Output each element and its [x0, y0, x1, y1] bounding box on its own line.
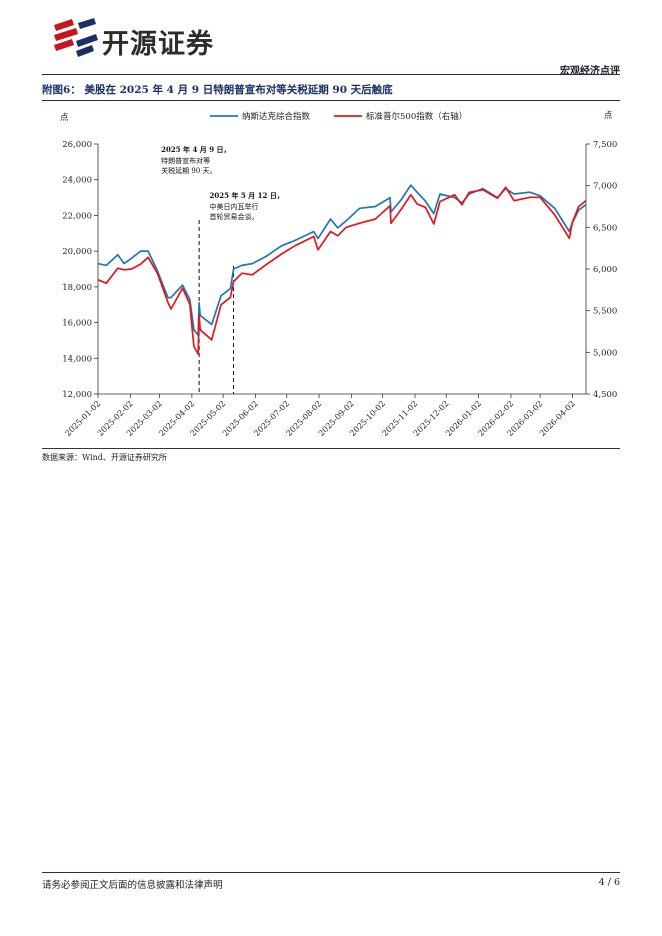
right-tick-label: 5,000	[593, 348, 617, 358]
left-tick-label: 14,000	[62, 354, 92, 364]
source-note: 数据来源：Wind、开源证券研究所	[42, 453, 167, 462]
right-tick-label: 7,000	[593, 182, 617, 192]
page-number: 4 / 6	[598, 877, 620, 888]
left-tick-label: 24,000	[62, 176, 92, 186]
left-tick-label: 12,000	[62, 390, 92, 400]
left-axis-unit: 点	[60, 113, 69, 123]
right-tick-label: 5,500	[593, 307, 617, 317]
right-tick-label: 4,500	[593, 390, 617, 400]
sp500-series-line	[97, 186, 587, 355]
source-rule	[42, 448, 620, 449]
footer-rule	[42, 872, 620, 873]
brand-logo	[52, 17, 252, 59]
figure-caption: 附图6： 美股在 2025 年 4 月 9 日特朗普宣布对等关税延期 90 天后…	[42, 84, 393, 96]
caption-rule	[42, 100, 620, 101]
annotation-title: 2025 年 5 月 12 日，	[210, 191, 284, 200]
left-tick-label: 18,000	[62, 283, 92, 293]
left-tick-label: 16,000	[62, 319, 92, 329]
logo-text: 开源证券	[102, 29, 214, 60]
annotation-title: 2025 年 4 月 9 日，	[161, 145, 230, 154]
left-tick-label: 22,000	[62, 211, 92, 221]
annotation-text: 特朗普宣布对等	[161, 156, 210, 165]
right-tick-label: 7,500	[593, 140, 617, 150]
stock-index-chart: 12,000 14,000 16,000 18,000 20,000 22,000 24,0…	[60, 111, 617, 438]
legend-label: 纳斯达克综合指数	[242, 111, 311, 122]
annotation-text: 中美日内瓦举行	[210, 202, 259, 211]
right-tick-label: 6,000	[593, 265, 617, 275]
footer-disclaimer: 请务必参阅正文后面的信息披露和法律声明	[42, 880, 223, 891]
header-rule	[42, 74, 620, 75]
left-tick-label: 26,000	[62, 140, 92, 150]
right-tick-label: 6,500	[593, 223, 617, 233]
annotation-text: 关税延期 90 天。	[161, 166, 216, 175]
nasdaq-series-line	[97, 184, 587, 336]
section-label: 宏观经济点评	[560, 66, 620, 77]
annotation-text: 首轮贸易会谈。	[210, 212, 259, 221]
legend-label: 标准普尔500指数（右轴）	[366, 111, 467, 122]
left-tick-label: 20,000	[62, 247, 92, 257]
right-axis-unit: 点	[604, 111, 613, 121]
logo-mark-icon	[54, 18, 98, 57]
